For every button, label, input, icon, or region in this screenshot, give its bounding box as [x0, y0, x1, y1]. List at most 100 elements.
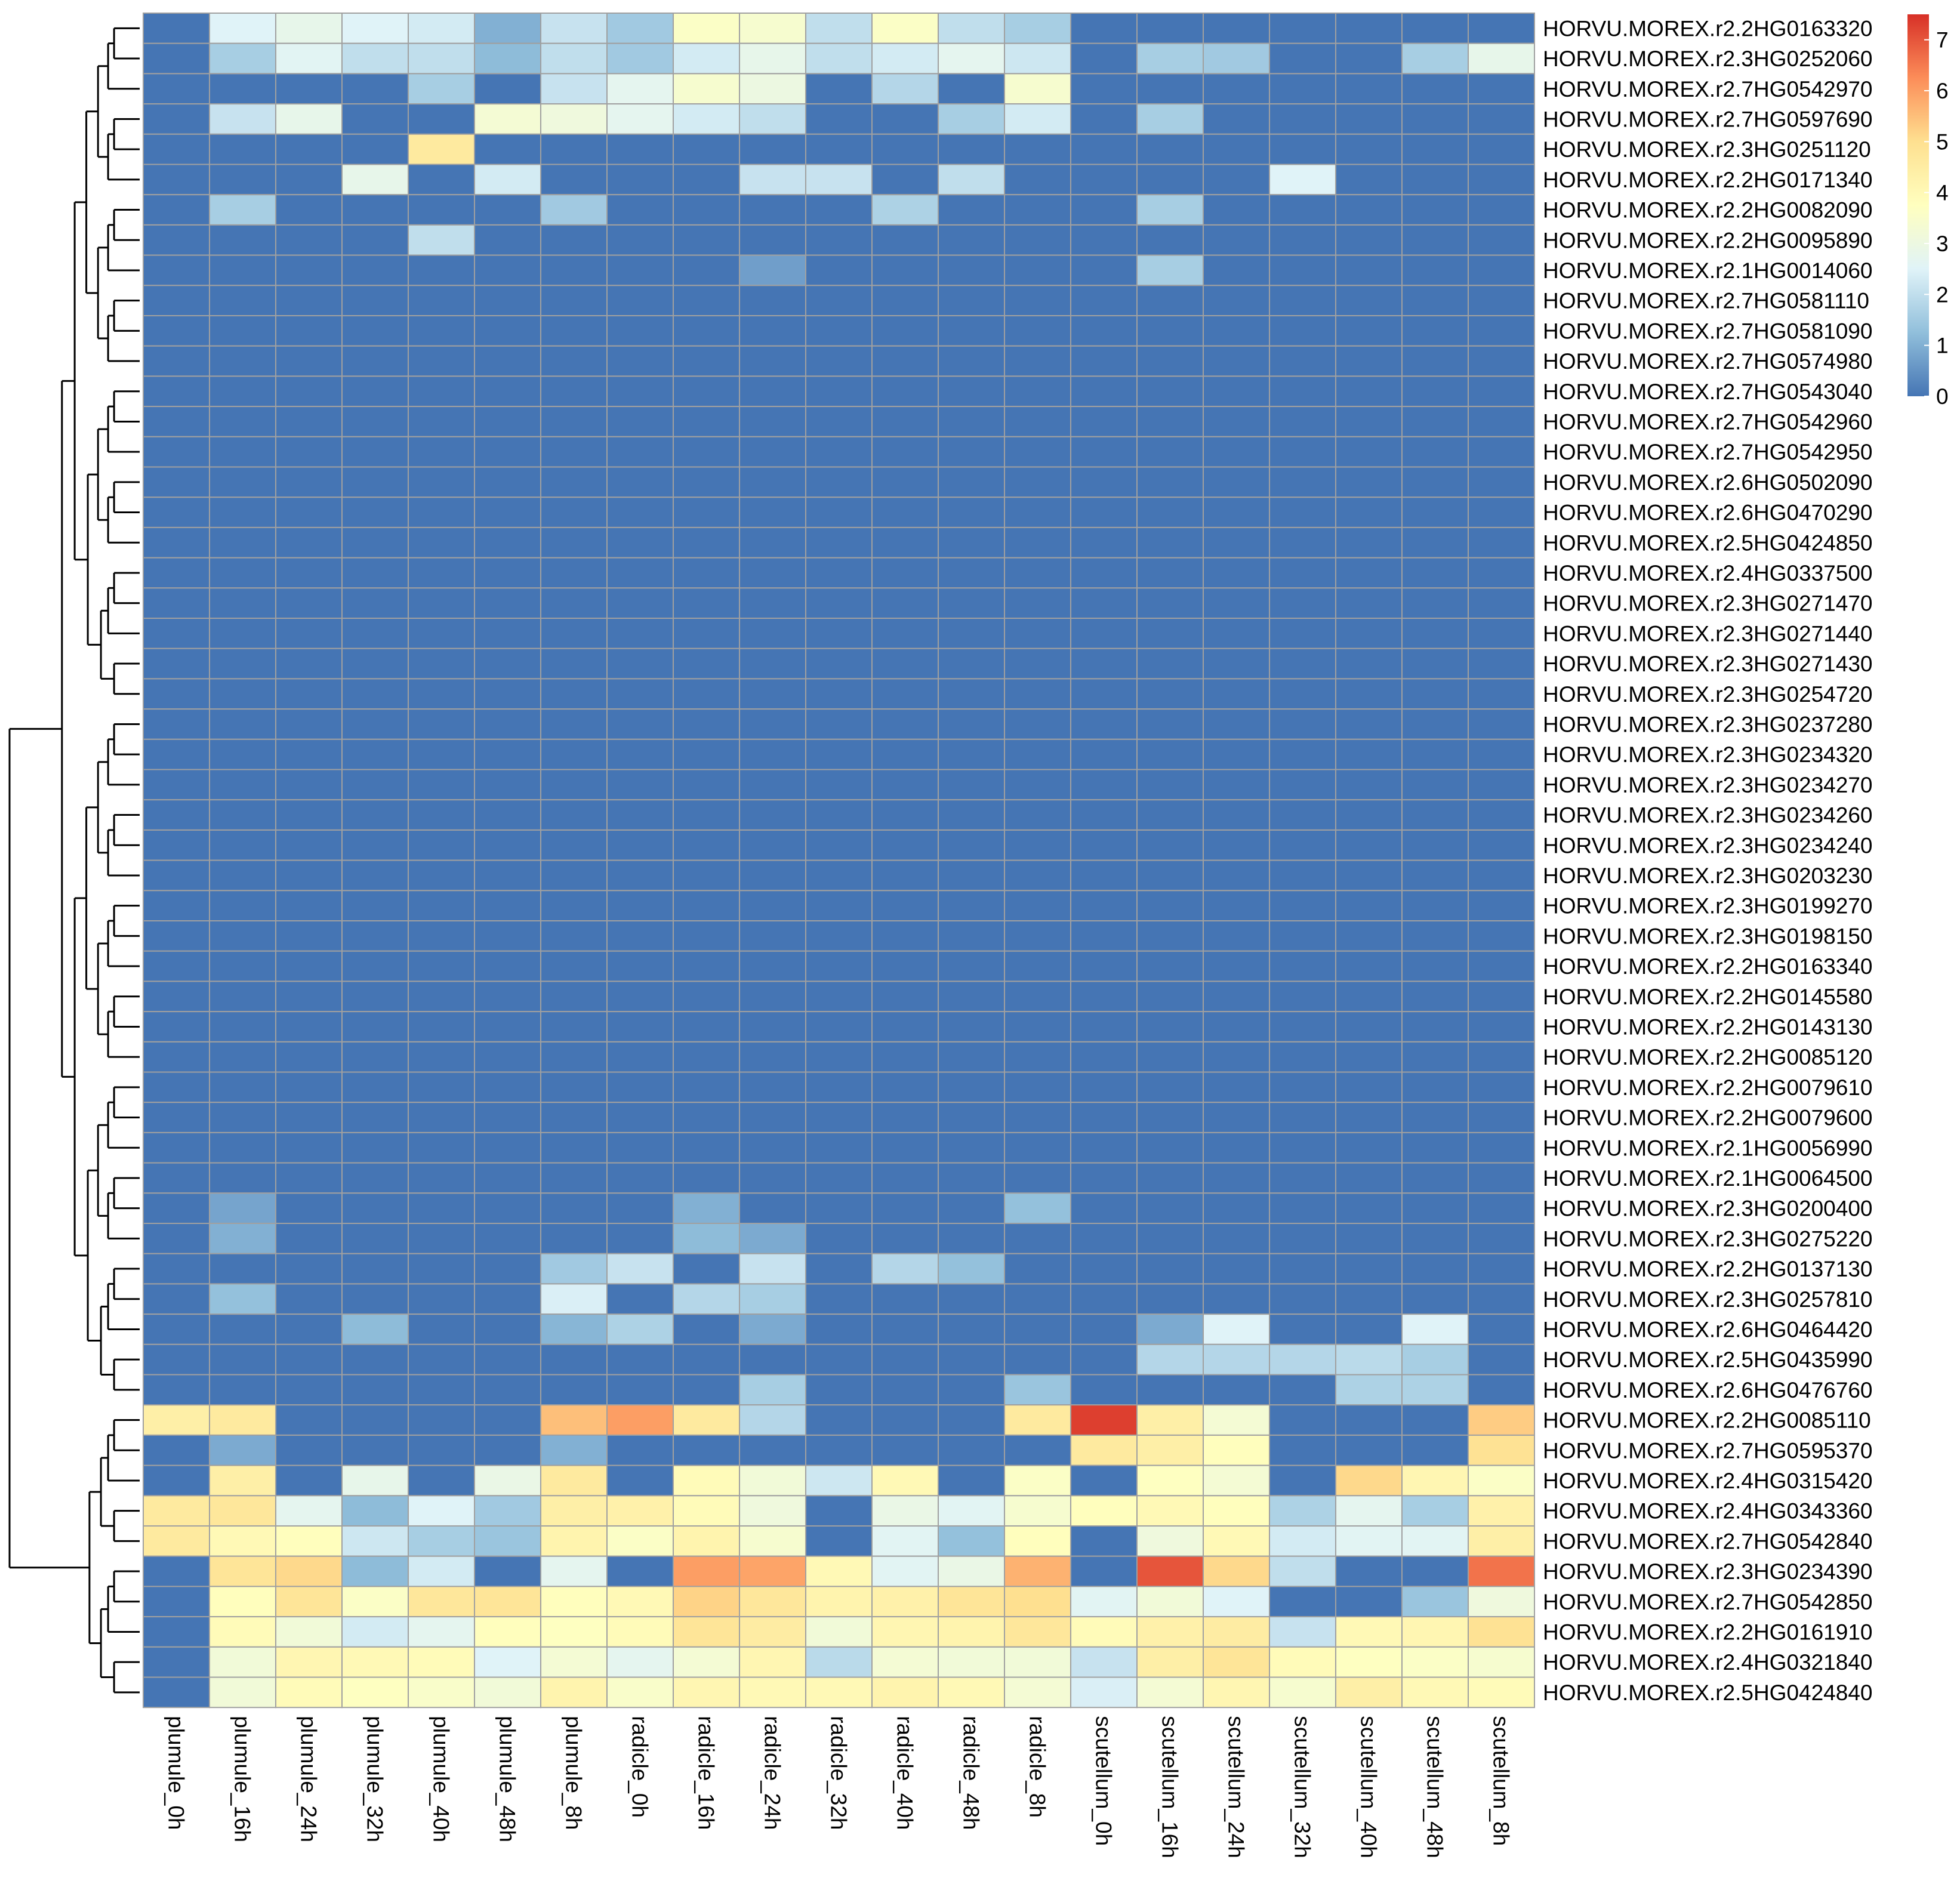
heatmap-cell: [1136, 1676, 1204, 1709]
heatmap-cell: [275, 285, 343, 316]
heatmap-cell: [938, 799, 1005, 831]
heatmap-cell: [143, 1313, 210, 1345]
heatmap-cell: [673, 1162, 740, 1194]
heatmap-cell: [209, 799, 276, 831]
heatmap-cell: [540, 557, 608, 589]
heatmap-cell: [341, 1041, 409, 1073]
heatmap-cell: [1468, 738, 1535, 770]
heatmap-cell: [275, 42, 343, 75]
heatmap-cell: [739, 466, 806, 498]
heatmap-cell: [209, 769, 276, 801]
heatmap-cell: [871, 1676, 939, 1709]
heatmap-cell: [871, 466, 939, 498]
heatmap-cell: [739, 497, 806, 528]
heatmap-cell: [143, 1192, 210, 1225]
heatmap-cell: [739, 1162, 806, 1194]
heatmap-cell: [1136, 557, 1204, 589]
heatmap-cell: [341, 466, 409, 498]
row-label: HORVU.MOREX.r2.2HG0095890: [1543, 228, 1873, 252]
heatmap-cell: [209, 466, 276, 498]
heatmap-cell: [606, 436, 674, 468]
column-label: scutellum_8h: [1489, 1716, 1514, 1846]
heatmap-cell: [1468, 224, 1535, 256]
heatmap-cell: [540, 73, 608, 105]
heatmap-cell: [1136, 42, 1204, 75]
heatmap-cell: [1070, 1253, 1138, 1285]
heatmap-cell: [1070, 1586, 1138, 1618]
heatmap-cell: [805, 42, 873, 75]
heatmap-cell: [1269, 194, 1336, 226]
heatmap-cell: [1335, 1223, 1403, 1254]
heatmap-cell: [1136, 708, 1204, 740]
heatmap-cell: [1203, 375, 1270, 408]
heatmap-cell: [1401, 769, 1469, 801]
heatmap-cell: [871, 1646, 939, 1678]
column-label: plumule_8h: [562, 1716, 586, 1830]
heatmap-cell: [739, 103, 806, 135]
heatmap-cell: [1269, 497, 1336, 528]
heatmap-cell: [474, 13, 541, 44]
heatmap-cell: [871, 950, 939, 982]
heatmap-cell: [474, 1404, 541, 1436]
heatmap-cell: [408, 497, 475, 528]
heatmap-cell: [871, 73, 939, 105]
heatmap-cell: [341, 497, 409, 528]
heatmap-cell: [474, 1374, 541, 1406]
heatmap-cell: [871, 1495, 939, 1527]
heatmap-cell: [474, 526, 541, 559]
heatmap-cell: [275, 375, 343, 408]
heatmap-cell: [1203, 315, 1270, 347]
heatmap-cell: [143, 13, 210, 44]
heatmap-cell: [606, 497, 674, 528]
heatmap-cell: [739, 133, 806, 165]
heatmap-cell: [474, 1525, 541, 1557]
heatmap-cell: [938, 1283, 1005, 1315]
heatmap-cell: [739, 1586, 806, 1618]
heatmap-cell: [805, 345, 873, 377]
heatmap-cell: [938, 1464, 1005, 1497]
heatmap-cell: [1401, 1404, 1469, 1436]
heatmap-cell: [275, 1464, 343, 1497]
heatmap-cell: [1468, 769, 1535, 801]
heatmap-cell: [209, 1555, 276, 1587]
heatmap-cell: [805, 647, 873, 680]
heatmap-cell: [1401, 980, 1469, 1013]
heatmap-cell: [408, 224, 475, 256]
heatmap-cell: [871, 436, 939, 468]
heatmap-cell: [1136, 1283, 1204, 1315]
heatmap-cell: [805, 1102, 873, 1133]
heatmap-cell: [606, 1374, 674, 1406]
heatmap-cell: [408, 1404, 475, 1436]
row-label: HORVU.MOREX.r2.3HG0237280: [1543, 712, 1873, 736]
heatmap-cell: [540, 375, 608, 408]
row-label: HORVU.MOREX.r2.3HG0254720: [1543, 682, 1873, 707]
heatmap-cell: [1335, 829, 1403, 861]
heatmap-cell: [341, 769, 409, 801]
heatmap-cell: [341, 1192, 409, 1225]
heatmap-cell: [1401, 1071, 1469, 1103]
heatmap-cell: [606, 1102, 674, 1133]
heatmap-cell: [805, 1374, 873, 1406]
heatmap-cell: [1004, 1374, 1071, 1406]
heatmap-cell: [1203, 1374, 1270, 1406]
heatmap-cell: [1335, 618, 1403, 649]
column-label: radicle_16h: [694, 1716, 719, 1830]
heatmap-cell: [1269, 164, 1336, 196]
heatmap-cell: [1401, 406, 1469, 437]
heatmap-cell: [1335, 73, 1403, 105]
heatmap-cell: [1070, 1343, 1138, 1376]
heatmap-cell: [341, 708, 409, 740]
heatmap-cell: [1136, 1555, 1204, 1587]
heatmap-cell: [1269, 738, 1336, 770]
heatmap-cell: [1004, 1131, 1071, 1164]
heatmap-cell: [540, 13, 608, 44]
heatmap-cell: [408, 859, 475, 892]
heatmap-cell: [1136, 466, 1204, 498]
heatmap-cell: [1269, 618, 1336, 649]
heatmap-cell: [871, 1162, 939, 1194]
heatmap-cell: [275, 678, 343, 710]
column-label: plumule_16h: [230, 1716, 255, 1842]
heatmap-cell: [341, 406, 409, 437]
heatmap-cell: [1468, 1223, 1535, 1254]
row-label: HORVU.MOREX.r2.2HG0171340: [1543, 168, 1873, 192]
